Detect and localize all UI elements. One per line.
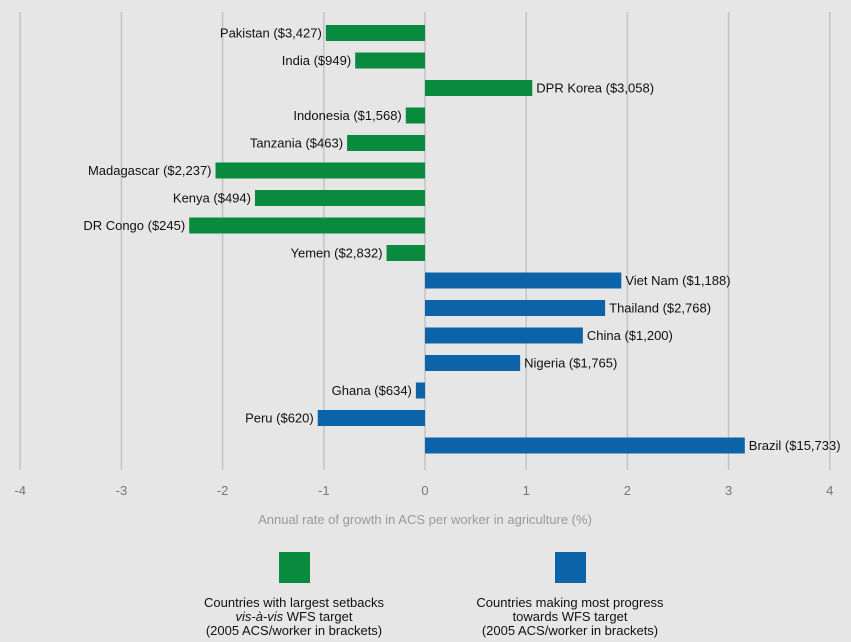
bar [325,25,425,41]
legend-swatch-progress [554,552,586,583]
bar-label: Nigeria ($1,765) [524,356,617,371]
bar [425,272,622,289]
bar-label: Tanzania ($463) [250,136,343,151]
x-tick-label: 0 [421,483,428,498]
bar-chart: Pakistan ($3,427) India ($949) DPR Korea (… [14,12,841,527]
legend-label-progress: Countries making most progress towards W… [440,596,700,638]
bar [425,355,521,371]
bar [425,80,533,96]
legend-swatch-setbacks [278,552,310,583]
bar-label: DR Congo ($245) [83,218,185,233]
legend-setbacks-line3: (2005 ACS/worker in brackets) [205,623,383,638]
bar-label: Yemen ($2,832) [291,246,383,261]
bar-label: Kenya ($494) [173,191,251,206]
x-tick-label: -2 [217,483,229,498]
legend-setbacks-line2: vis-à-vis WFS target [164,610,424,624]
bar-label: Thailand ($2,768) [609,301,711,316]
bar-label: Pakistan ($3,427) [220,26,322,41]
legend: Countries with largest setbacks vis-à-vi… [0,552,851,642]
bar [425,327,583,344]
x-axis-title: Annual rate of growth in ACS per worker … [258,512,592,527]
legend-item-setbacks: Countries with largest setbacks vis-à-vi… [164,552,424,638]
bar [415,382,425,399]
legend-item-progress: Countries making most progress towards W… [440,552,700,638]
x-tick-label: 4 [826,483,833,498]
bar [386,245,425,261]
bar [347,135,425,151]
x-tick-label: -4 [14,483,26,498]
legend-setbacks-line1: Countries with largest setbacks [204,595,384,610]
bar [189,217,425,234]
bar-label: Ghana ($634) [332,383,412,398]
legend-progress-line3: (2005 ACS/worker in brackets) [481,623,659,638]
bar [355,52,425,69]
x-tick-label: -1 [318,483,330,498]
bar [254,190,425,206]
bars [189,25,745,454]
legend-setbacks-line2-italic: vis-à-vis [235,609,284,624]
bar-label: Indonesia ($1,568) [293,108,401,123]
bar-labels: Pakistan ($3,427) India ($949) DPR Korea (… [83,26,840,454]
x-tick-label: -3 [116,483,128,498]
bar [215,162,425,179]
bar [425,300,606,316]
bar [405,107,425,124]
legend-progress-line1: Countries making most progress [476,595,664,610]
legend-label-setbacks: Countries with largest setbacks vis-à-vi… [164,596,424,638]
legend-progress-line2: towards WFS target [512,609,628,624]
bar-label: Viet Nam ($1,188) [625,273,730,288]
bar-label: Brazil ($15,733) [749,438,841,453]
x-tick-label: 1 [523,483,530,498]
bar-label: Peru ($620) [245,411,314,426]
x-tick-label: 2 [624,483,631,498]
bar-label: India ($949) [282,53,351,68]
bar [425,437,745,454]
bar-label: China ($1,200) [587,328,673,343]
x-tick-labels: -4 -3 -2 -1 0 1 2 3 4 [14,483,833,498]
bar-label: Madagascar ($2,237) [88,163,212,178]
bar [317,410,425,426]
bar-label: DPR Korea ($3,058) [536,81,654,96]
x-tick-label: 3 [725,483,732,498]
legend-setbacks-line2-rest: WFS target [283,609,353,624]
